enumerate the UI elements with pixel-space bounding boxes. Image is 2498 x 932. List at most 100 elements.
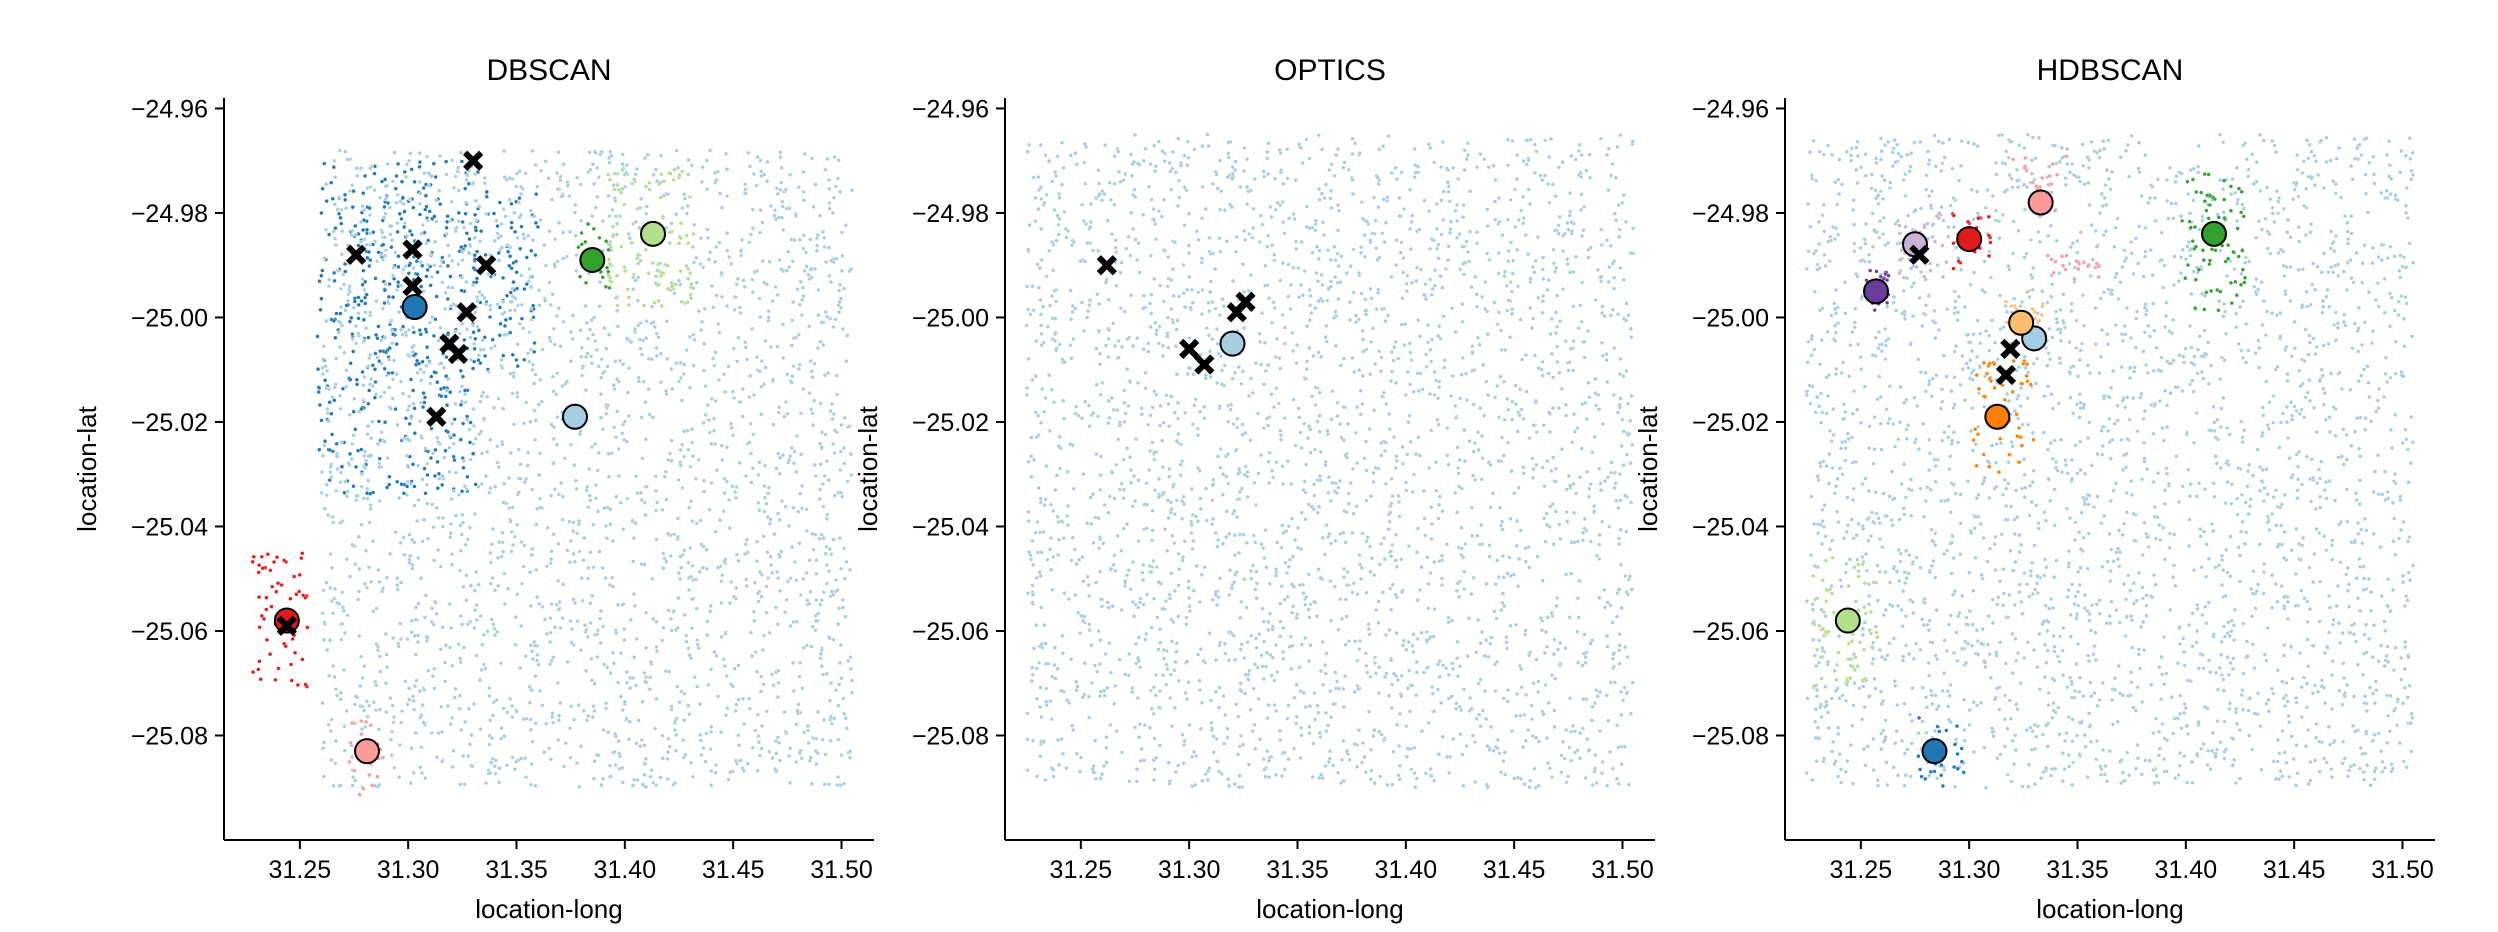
- data-point: [1072, 547, 1077, 552]
- data-point: [581, 558, 586, 563]
- data-point: [1478, 677, 1483, 682]
- data-point: [1308, 602, 1313, 607]
- data-point: [1035, 550, 1040, 555]
- data-point: [1055, 154, 1060, 159]
- data-point: [363, 310, 368, 315]
- data-point: [423, 776, 428, 781]
- data-point: [1324, 651, 1329, 656]
- data-point: [1069, 243, 1074, 248]
- data-point: [1340, 616, 1345, 621]
- data-point: [473, 212, 478, 217]
- data-point: [647, 187, 652, 192]
- data-point: [1257, 331, 1262, 336]
- cluster-center-1: [562, 403, 588, 430]
- data-point: [1156, 476, 1162, 482]
- data-point: [706, 418, 711, 423]
- data-point: [1545, 458, 1550, 463]
- data-point: [1295, 545, 1300, 550]
- data-point: [754, 559, 759, 564]
- data-point: [554, 313, 559, 319]
- data-point: [459, 384, 464, 389]
- data-point: [303, 682, 308, 687]
- data-point: [385, 161, 390, 166]
- data-point: [1584, 417, 1589, 422]
- data-point: [382, 215, 387, 220]
- data-point: [320, 453, 326, 458]
- data-point: [535, 652, 540, 657]
- data-point: [369, 436, 374, 441]
- data-point: [596, 364, 601, 369]
- data-point: [422, 687, 427, 692]
- data-point: [1139, 746, 1144, 752]
- data-point: [1213, 169, 1218, 174]
- data-point: [410, 566, 415, 571]
- data-point: [717, 330, 722, 335]
- data-point: [359, 407, 364, 412]
- data-point: [250, 559, 255, 564]
- data-point: [716, 321, 721, 326]
- data-point: [289, 662, 294, 667]
- data-point: [671, 177, 676, 182]
- data-point: [1242, 228, 1247, 234]
- data-point: [365, 486, 370, 491]
- data-point: [390, 396, 395, 401]
- data-point: [494, 218, 499, 223]
- data-point: [743, 182, 748, 187]
- data-point: [1597, 542, 1602, 547]
- data-point: [823, 432, 828, 437]
- data-point: [475, 298, 480, 303]
- data-point: [807, 601, 812, 606]
- data-point: [358, 166, 364, 171]
- data-point: [1599, 227, 1604, 232]
- data-point: [640, 456, 645, 461]
- data-point: [1583, 655, 1588, 660]
- data-point: [1039, 196, 1044, 201]
- data-point: [1098, 776, 1103, 781]
- data-point: [432, 370, 437, 375]
- data-point: [400, 391, 405, 396]
- data-point: [825, 314, 830, 319]
- data-point: [1148, 162, 1153, 167]
- data-point: [756, 500, 761, 505]
- data-point: [791, 688, 796, 694]
- data-point: [432, 686, 437, 691]
- data-point: [1526, 158, 1531, 163]
- data-point: [1626, 313, 1631, 318]
- data-point: [344, 384, 349, 389]
- data-point: [675, 684, 680, 689]
- data-point: [1288, 307, 1293, 312]
- data-point: [1389, 170, 1394, 175]
- data-point: [1165, 334, 1170, 339]
- data-point: [389, 245, 394, 250]
- data-point: [1473, 779, 1478, 784]
- data-point: [467, 237, 472, 242]
- data-point: [671, 608, 677, 613]
- data-point: [430, 502, 435, 507]
- data-point: [1170, 149, 1175, 155]
- data-point: [415, 633, 421, 638]
- data-point: [514, 184, 519, 189]
- data-point: [1462, 586, 1467, 592]
- data-point: [653, 508, 659, 513]
- data-point: [419, 284, 424, 289]
- data-point: [1319, 272, 1324, 277]
- data-point: [740, 766, 745, 771]
- data-point: [1360, 337, 1366, 342]
- data-point: [1033, 410, 1038, 415]
- data-point: [363, 449, 368, 454]
- data-point: [794, 469, 799, 474]
- data-point: [698, 738, 703, 743]
- data-point: [1200, 144, 1205, 149]
- data-point: [390, 238, 395, 243]
- data-point: [688, 464, 693, 469]
- data-point: [680, 442, 685, 447]
- data-point: [534, 522, 539, 527]
- data-point: [430, 451, 436, 456]
- data-point: [342, 261, 348, 267]
- data-point: [1299, 510, 1304, 515]
- data-point: [463, 392, 468, 397]
- data-point: [1577, 578, 1582, 583]
- data-point: [1062, 209, 1067, 214]
- data-point: [1450, 306, 1455, 311]
- data-point: [618, 358, 623, 363]
